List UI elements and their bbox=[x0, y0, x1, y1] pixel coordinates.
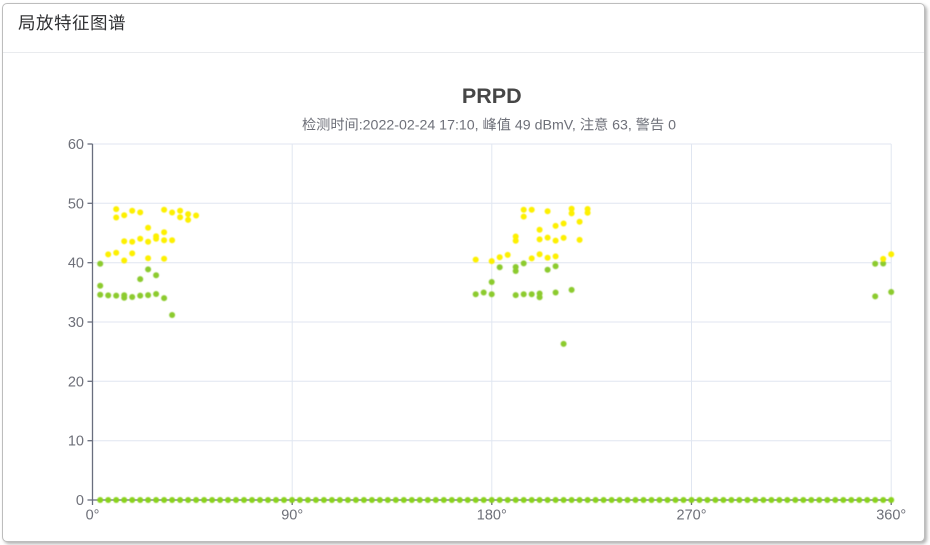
svg-text:90°: 90° bbox=[281, 508, 303, 524]
svg-text:30: 30 bbox=[68, 315, 84, 331]
svg-text:60: 60 bbox=[68, 137, 84, 153]
svg-text:40: 40 bbox=[68, 256, 84, 272]
svg-text:20: 20 bbox=[68, 374, 84, 390]
svg-text:PRPD: PRPD bbox=[462, 84, 522, 108]
svg-text:50: 50 bbox=[68, 196, 84, 212]
svg-text:检测时间:2022-02-24 17:10, 峰值 49 d: 检测时间:2022-02-24 17:10, 峰值 49 dBmV, 注意 63… bbox=[302, 115, 676, 135]
svg-text:180°: 180° bbox=[477, 508, 507, 524]
svg-text:0: 0 bbox=[76, 493, 84, 509]
svg-text:10: 10 bbox=[68, 434, 84, 450]
svg-text:360°: 360° bbox=[876, 508, 906, 524]
svg-text:0°: 0° bbox=[86, 508, 100, 524]
svg-text:270°: 270° bbox=[677, 508, 707, 524]
